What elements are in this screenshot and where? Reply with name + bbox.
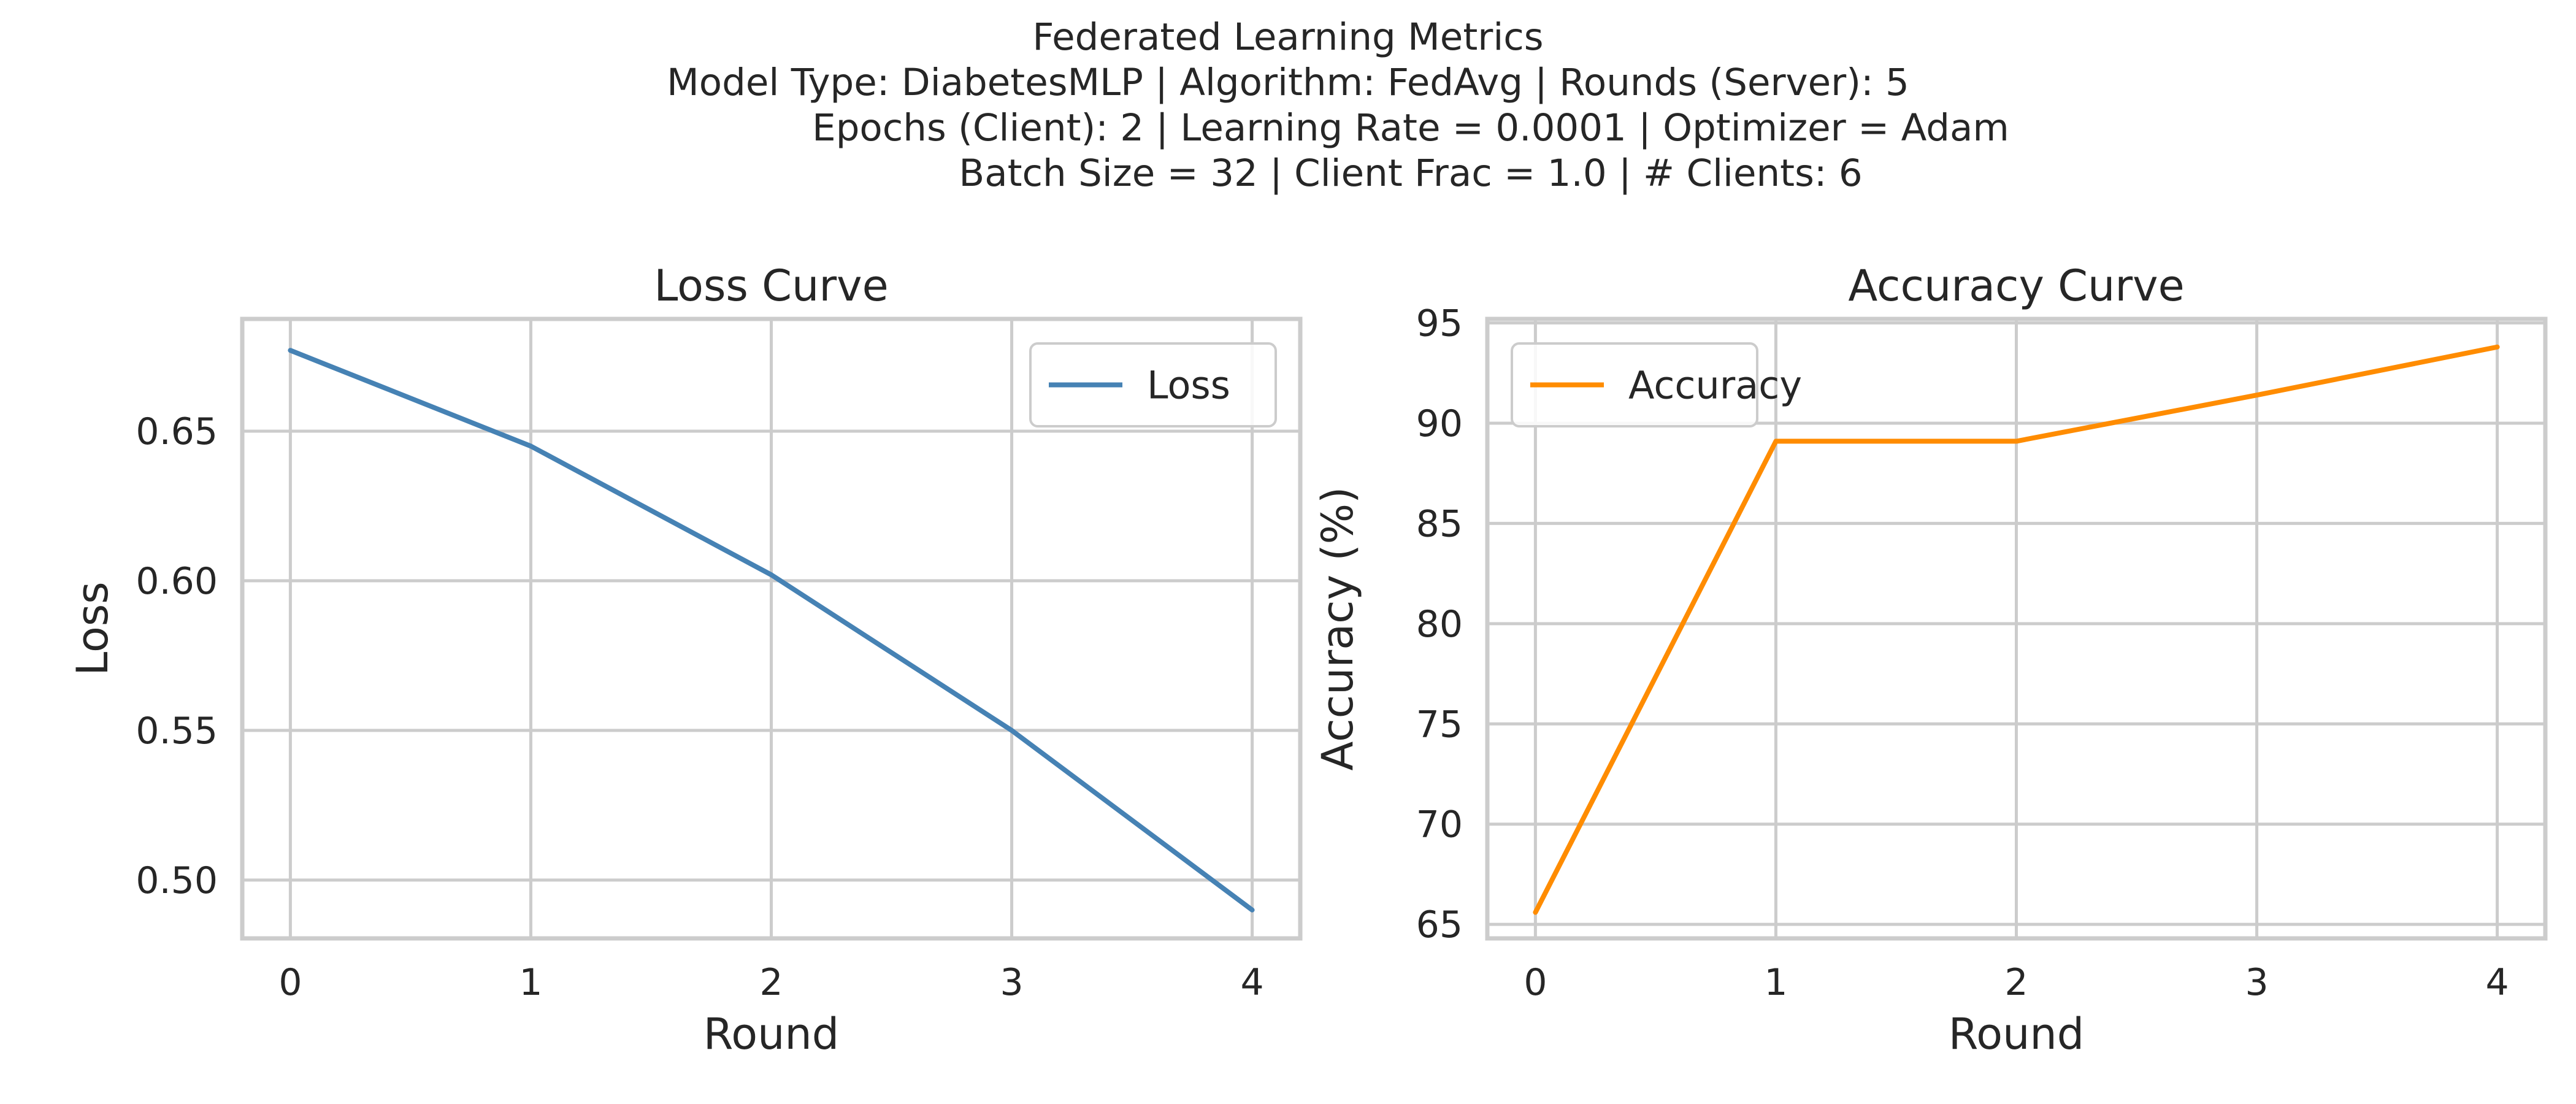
accuracy-x-tick-label: 4 — [2485, 961, 2509, 1004]
loss-legend-label: Loss — [1147, 363, 1230, 408]
accuracy-legend-box — [1511, 342, 1758, 427]
loss-x-tick-label: 1 — [519, 961, 542, 1004]
loss-y-tick-label: 0.55 — [136, 710, 218, 753]
accuracy-y-tick-label: 80 — [1416, 603, 1463, 646]
accuracy-x-tick-label: 2 — [2004, 961, 2028, 1004]
accuracy-x-tick-label: 0 — [1524, 961, 1547, 1004]
loss-x-tick-label: 3 — [1000, 961, 1023, 1004]
accuracy-y-tick-label: 75 — [1416, 703, 1463, 746]
accuracy-x-tick-label: 3 — [2245, 961, 2268, 1004]
accuracy-y-tick-label: 95 — [1416, 302, 1463, 345]
suptitle-line-1: Federated Learning Metrics — [1032, 15, 1544, 59]
accuracy-y-tick-label: 90 — [1416, 402, 1463, 445]
loss-y-tick-label: 0.60 — [136, 560, 218, 603]
loss-axes-frame — [240, 316, 1303, 941]
loss-chart-title: Loss Curve — [654, 261, 888, 311]
loss-legend-box — [1029, 342, 1277, 427]
accuracy-series-line — [1533, 344, 2500, 915]
loss-x-axis-label: Round — [703, 1009, 839, 1059]
loss-x-tick-label: 4 — [1240, 961, 1263, 1004]
accuracy-x-tick-label: 1 — [1764, 961, 1787, 1004]
accuracy-axes-frame — [1485, 316, 2548, 941]
suptitle-line-3: Epochs (Client): 2 | Learning Rate = 0.0… — [812, 106, 2009, 150]
loss-y-axis-label: Loss — [67, 581, 118, 676]
loss-y-tick-label: 0.50 — [136, 859, 218, 902]
suptitle-line-2: Model Type: DiabetesMLP | Algorithm: Fed… — [667, 61, 1909, 104]
loss-series-line — [288, 348, 1255, 913]
accuracy-y-tick-label: 65 — [1416, 903, 1463, 946]
figure-suptitle: Federated Learning Metrics Model Type: D… — [0, 15, 2576, 196]
accuracy-chart-title: Accuracy Curve — [1848, 261, 2184, 311]
accuracy-y-tick-label: 85 — [1416, 502, 1463, 545]
loss-y-tick-label: 0.65 — [136, 410, 218, 453]
accuracy-x-axis-label: Round — [1949, 1009, 2084, 1059]
accuracy-y-tick-label: 70 — [1416, 803, 1463, 846]
accuracy-y-axis-label: Accuracy (%) — [1313, 487, 1363, 771]
loss-x-tick-label: 0 — [278, 961, 302, 1004]
suptitle-line-4: Batch Size = 32 | Client Frac = 1.0 | # … — [959, 151, 1863, 195]
loss-x-tick-label: 2 — [759, 961, 783, 1004]
accuracy-legend-label: Accuracy — [1628, 363, 1802, 408]
